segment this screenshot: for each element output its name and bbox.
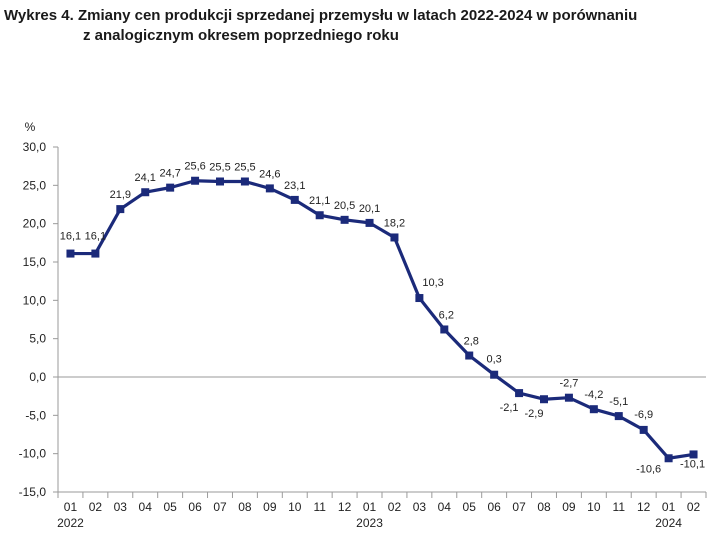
x-year-label: 2023: [356, 516, 383, 530]
data-point: [216, 177, 224, 186]
data-point: [340, 215, 349, 224]
data-point: [465, 351, 474, 360]
data-label: 24,7: [159, 168, 180, 180]
x-tick-label: 02: [89, 500, 103, 514]
x-tick-label: 01: [363, 500, 377, 514]
x-tick-label: 08: [537, 500, 551, 514]
data-label: -6,9: [634, 409, 653, 421]
data-point: [639, 425, 648, 434]
y-tick-label: -10,0: [19, 447, 47, 461]
x-tick-label: 06: [188, 500, 202, 514]
data-label: 16,1: [60, 231, 81, 243]
x-tick-label: 04: [438, 500, 452, 514]
x-tick-label: 02: [687, 500, 701, 514]
y-tick-label: 15,0: [23, 255, 47, 269]
x-tick-label: 10: [587, 500, 601, 514]
series-line: [68, 179, 696, 460]
x-tick-label: 07: [512, 500, 526, 514]
data-point: [66, 249, 75, 258]
data-label: 0,3: [487, 354, 502, 366]
data-point: [540, 395, 548, 404]
data-label: 24,6: [259, 168, 280, 180]
data-point: [365, 218, 374, 227]
x-tick-label: 12: [338, 500, 352, 514]
data-point: [490, 370, 499, 379]
chart-title: Wykres 4. Zmiany cen produkcji sprzedane…: [4, 6, 704, 46]
data-point: [564, 393, 573, 402]
x-tick-label: 05: [163, 500, 177, 514]
y-tick-label: 25,0: [23, 178, 47, 192]
data-point: [91, 249, 100, 258]
data-label: 21,1: [309, 195, 330, 207]
x-tick-label: 09: [263, 500, 277, 514]
x-tick-label: 12: [637, 500, 651, 514]
x-tick-label: 11: [613, 500, 626, 514]
x-year-label: 2022: [57, 516, 84, 530]
data-label: 23,1: [284, 180, 305, 192]
x-tick-label: 10: [288, 500, 302, 514]
x-tick-label: 03: [413, 500, 427, 514]
data-point: [689, 450, 698, 459]
data-label: 16,1: [85, 231, 106, 243]
data-label: 20,1: [359, 203, 380, 215]
x-tick-label: 06: [487, 500, 501, 514]
data-point: [166, 183, 175, 192]
y-tick-label: -15,0: [19, 485, 47, 499]
x-tick-label: 02: [388, 500, 402, 514]
data-label: 10,3: [422, 277, 443, 289]
x-tick-label: 07: [213, 500, 227, 514]
data-point: [240, 177, 249, 186]
data-point: [614, 412, 623, 421]
data-point: [664, 454, 673, 463]
y-tick-label: 20,0: [23, 217, 47, 231]
data-label: -10,6: [636, 463, 661, 475]
data-point: [415, 294, 424, 303]
data-point: [390, 233, 399, 242]
data-point: [191, 176, 200, 185]
data-label: 25,5: [209, 162, 230, 174]
y-tick-label: 10,0: [23, 293, 47, 307]
x-tick-label: 04: [139, 500, 153, 514]
data-label: -2,1: [500, 402, 519, 414]
y-tick-label: 0,0: [29, 370, 46, 384]
data-point: [440, 325, 449, 334]
data-label: 24,1: [135, 172, 156, 184]
y-axis-label: %: [25, 120, 36, 134]
data-point: [290, 195, 299, 204]
data-point: [116, 205, 125, 214]
data-label: 6,2: [439, 309, 454, 321]
x-tick-label: 01: [662, 500, 676, 514]
data-label: -5,1: [609, 396, 628, 408]
data-label: 25,5: [234, 162, 255, 174]
y-tick-label: 5,0: [29, 332, 46, 346]
data-label: -2,9: [525, 408, 544, 420]
data-point: [589, 405, 598, 414]
data-label: 20,5: [334, 200, 355, 212]
data-label: -4,2: [584, 389, 603, 401]
data-point: [265, 184, 274, 193]
x-tick-label: 05: [463, 500, 477, 514]
x-tick-label: 01: [64, 500, 78, 514]
data-label: 25,6: [184, 161, 205, 173]
x-year-label: 2024: [655, 516, 682, 530]
data-label: -10,1: [680, 458, 705, 470]
x-tick-label: 03: [114, 500, 128, 514]
data-point: [515, 389, 524, 398]
x-tick-label: 09: [562, 500, 576, 514]
data-label: 18,2: [384, 217, 405, 229]
y-tick-label: 30,0: [23, 140, 47, 154]
data-point: [141, 188, 150, 197]
data-label: 21,9: [110, 189, 131, 201]
y-tick-label: -5,0: [25, 408, 46, 422]
data-point: [315, 211, 324, 220]
chart-title-line-2: z analogicznym okresem poprzedniego roku: [83, 27, 399, 44]
data-label: -2,7: [559, 378, 578, 390]
x-tick-label: 08: [238, 500, 252, 514]
x-tick-label: 11: [313, 500, 326, 514]
chart-title-line-1: Wykres 4. Zmiany cen produkcji sprzedane…: [4, 7, 638, 24]
data-label: 2,8: [464, 336, 479, 348]
